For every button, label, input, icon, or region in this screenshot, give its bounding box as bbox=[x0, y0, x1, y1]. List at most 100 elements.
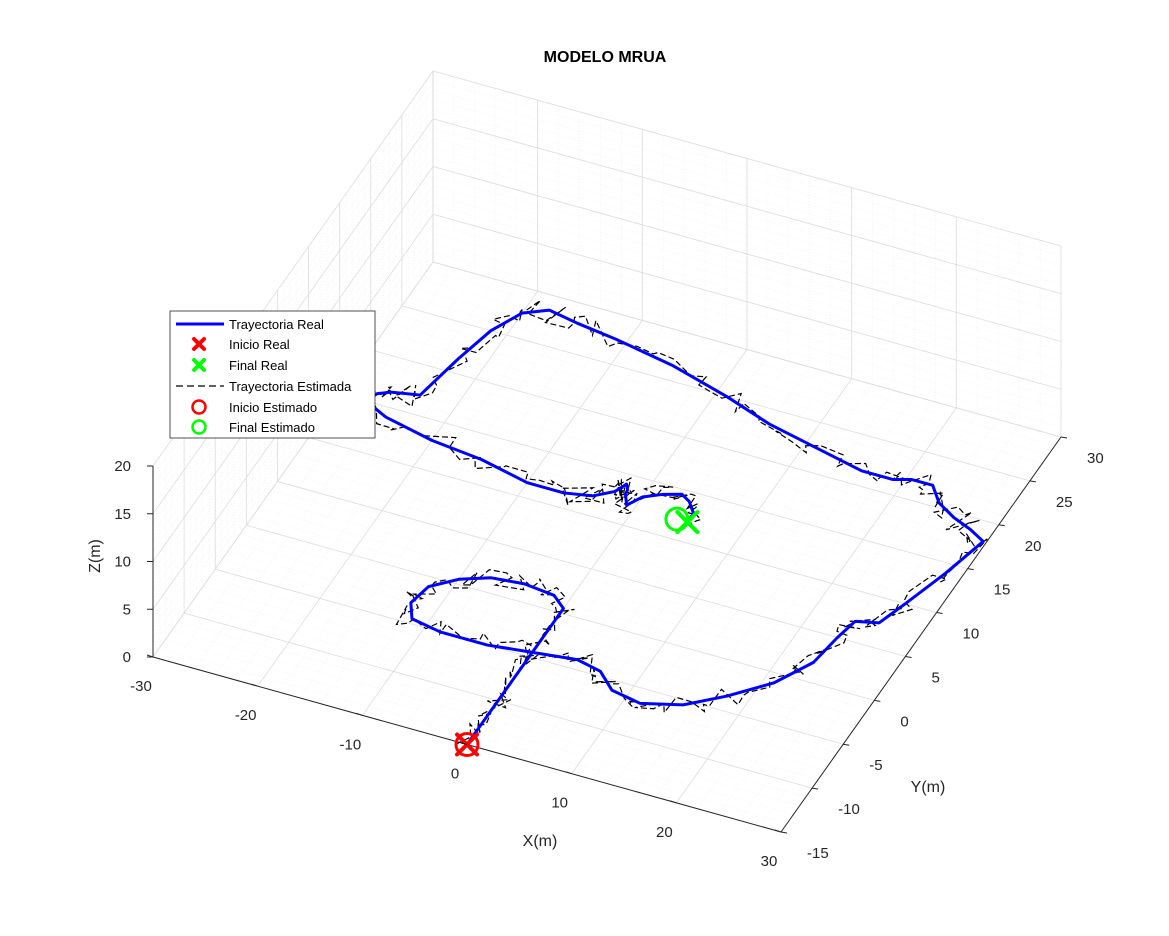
side-minor-gridline bbox=[152, 242, 434, 639]
side-minor-gridline bbox=[152, 109, 434, 505]
y-axis-label: Y(m) bbox=[911, 779, 946, 796]
legend-label-estimada: Trayectoria Estimada bbox=[229, 379, 352, 394]
legend: Trayectoria Real Inicio Real Final Real … bbox=[169, 310, 376, 439]
legend-box bbox=[169, 310, 376, 439]
legend-item-inicio-estimado: Inicio Estimado bbox=[191, 399, 317, 415]
floor-minor-gridline bbox=[655, 401, 936, 798]
x-tick-label: 20 bbox=[656, 824, 673, 841]
x-tick-label: -10 bbox=[339, 736, 361, 753]
back-gridline bbox=[432, 261, 1062, 438]
x-tick-label: 10 bbox=[551, 795, 568, 812]
x-marker-icon bbox=[192, 358, 206, 372]
legend-item-real: Trayectoria Real bbox=[176, 317, 324, 332]
y-tick-label: -5 bbox=[869, 757, 882, 774]
legend-label-inicio-estimado: Inicio Estimado bbox=[229, 400, 317, 415]
floor-minor-gridline bbox=[445, 343, 727, 739]
y-tick-mark bbox=[998, 524, 1005, 527]
y-tick-label: -15 bbox=[807, 845, 829, 862]
floor-gridline bbox=[401, 305, 1030, 482]
y-tick-mark bbox=[874, 699, 881, 702]
back-gridline bbox=[432, 70, 1062, 247]
legend-item-final-real: Final Real bbox=[192, 358, 288, 373]
circle-marker-icon bbox=[191, 399, 207, 415]
legend-item-inicio-real: Inicio Real bbox=[192, 337, 290, 352]
floor-minor-gridline bbox=[424, 337, 706, 734]
y-tick-mark bbox=[843, 743, 850, 746]
legend-item-estimada: Trayectoria Estimada bbox=[176, 379, 352, 394]
floor-minor-gridline bbox=[550, 372, 831, 769]
floor-minor-gridline bbox=[592, 384, 873, 780]
axes-grid bbox=[152, 70, 1062, 833]
x-tick-mark bbox=[774, 829, 782, 833]
legend-label-final-estimado: Final Estimado bbox=[229, 420, 315, 435]
floor-minor-gridline bbox=[697, 413, 978, 809]
floor-minor-gridline bbox=[487, 355, 769, 751]
z-tick-label: 15 bbox=[114, 506, 131, 523]
floor-minor-gridline bbox=[613, 390, 894, 786]
real-trajectory-line bbox=[364, 308, 985, 746]
legend-label-inicio-real: Inicio Real bbox=[229, 337, 290, 352]
y-tick-label: 20 bbox=[1025, 538, 1042, 555]
circle-marker-icon bbox=[191, 419, 207, 435]
x-tick-mark bbox=[565, 771, 572, 775]
floor-minor-gridline bbox=[529, 366, 811, 763]
y-tick-mark bbox=[936, 612, 943, 615]
marker-final-estimado bbox=[664, 506, 690, 532]
floor-minor-gridline bbox=[717, 419, 999, 815]
floor-gridline bbox=[370, 349, 999, 526]
floor-gridline bbox=[676, 407, 957, 804]
y-tick-mark bbox=[905, 655, 912, 658]
y-tick-label: 15 bbox=[994, 582, 1011, 599]
y-tick-mark bbox=[967, 568, 974, 571]
x-tick-mark bbox=[356, 712, 363, 716]
floor-gridline bbox=[308, 437, 937, 613]
floor-minor-gridline bbox=[341, 314, 622, 710]
back-gridline bbox=[432, 213, 1062, 390]
y-tick-label: 10 bbox=[963, 626, 980, 643]
z-tick-label: 5 bbox=[123, 601, 131, 618]
floor-gridline bbox=[257, 290, 538, 687]
x-tick-mark bbox=[670, 800, 677, 804]
back-gridline bbox=[432, 118, 1062, 295]
back-gridline bbox=[432, 166, 1062, 342]
floor-minor-gridline bbox=[403, 331, 685, 728]
x-tick-label: 30 bbox=[761, 853, 778, 870]
floor-minor-gridline bbox=[383, 325, 664, 722]
y-axis-line bbox=[780, 436, 1062, 833]
y-tick-label: 5 bbox=[931, 669, 939, 686]
marker-inicio-estimado bbox=[454, 732, 480, 757]
x-tick-label: 0 bbox=[451, 766, 459, 783]
x-tick-mark bbox=[460, 742, 468, 745]
floor-minor-gridline bbox=[634, 395, 915, 792]
x-marker-icon bbox=[192, 337, 206, 351]
y-tick-label: 0 bbox=[900, 713, 908, 730]
chart-title: MODELO MRUA bbox=[544, 49, 667, 66]
x-tick-label: -30 bbox=[130, 678, 152, 695]
tick-labels: -30 -20 -10 0 10 20 30 -15 -10 -5 0 5 10 15 20 25 30 0 5 10… bbox=[114, 436, 1104, 870]
y-tick-label: 30 bbox=[1087, 450, 1104, 467]
floor-minor-gridline bbox=[508, 360, 790, 757]
x-tick-mark bbox=[251, 683, 258, 687]
z-axis-label: Z(m) bbox=[87, 539, 104, 573]
y-tick-mark bbox=[812, 787, 819, 790]
z-tick-label: 10 bbox=[114, 554, 131, 571]
y-tick-mark bbox=[780, 831, 788, 834]
plot-area bbox=[356, 299, 988, 757]
floor-gridline bbox=[339, 393, 968, 570]
floor-minor-gridline bbox=[759, 430, 1041, 827]
x-tick-label: -20 bbox=[235, 707, 257, 724]
legend-item-final-estimado: Final Estimado bbox=[191, 419, 315, 435]
floor-gridline bbox=[362, 320, 643, 716]
floor-gridline bbox=[571, 378, 852, 774]
x-axis-label: X(m) bbox=[523, 833, 558, 850]
legend-label-real: Trayectoria Real bbox=[229, 317, 324, 332]
side-gridline bbox=[152, 261, 434, 658]
y-tick-label: 25 bbox=[1056, 494, 1073, 511]
z-tick-label: 20 bbox=[114, 458, 131, 475]
y-tick-mark bbox=[1029, 480, 1036, 483]
legend-label-final-real: Final Real bbox=[229, 358, 288, 373]
y-tick-mark bbox=[1060, 436, 1068, 439]
floor-gridline bbox=[277, 481, 906, 657]
y-tick-label: -10 bbox=[838, 801, 860, 818]
